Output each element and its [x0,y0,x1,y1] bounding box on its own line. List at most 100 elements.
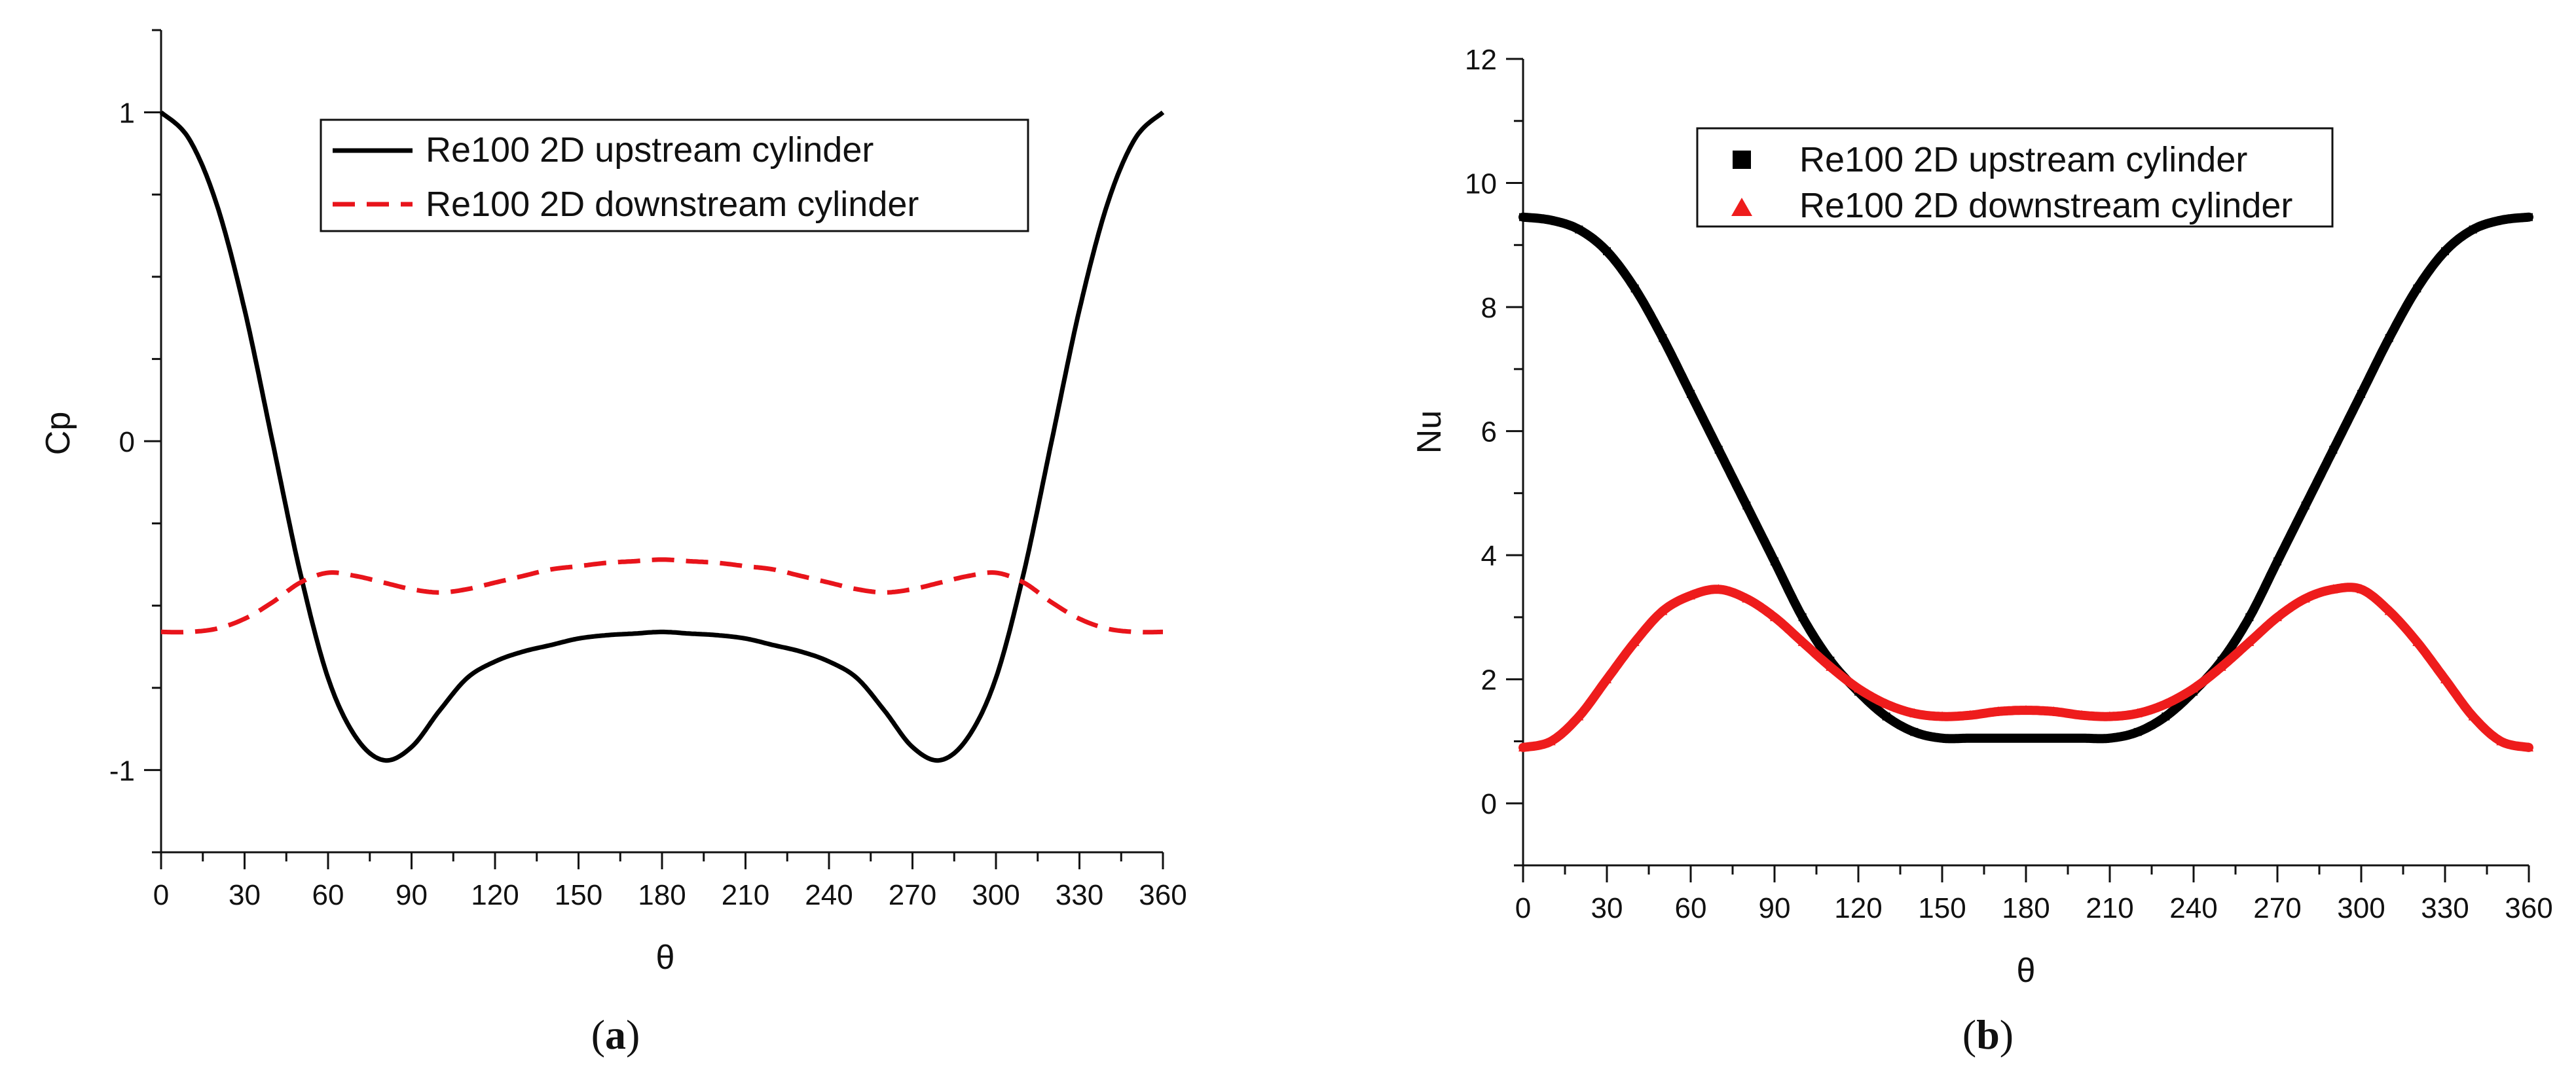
legend-box-a [320,118,1029,232]
data-point-downstream-b [1938,711,1947,721]
caption-a-letter: a [605,1011,626,1058]
y-tick-label-b: 10 [1465,168,1497,200]
x-tick-label-b: 90 [1759,892,1791,924]
data-point-upstream-b [1742,501,1751,510]
y-tick-label-b: 2 [1481,664,1497,696]
y-tick-label-b: 12 [1465,44,1497,76]
x-axis-title-a: θ [656,939,675,977]
data-point-upstream-b [1994,734,2002,742]
data-point-downstream-b [1686,590,1695,600]
data-point-upstream-b [2329,446,2338,454]
data-point-downstream-b [1574,711,1584,721]
data-point-upstream-b [2497,216,2505,225]
data-point-upstream-b [1603,247,1611,255]
chart-panel-a: 0 30 60 90 120 150 180 210 240 270 300 330 360 -1 0 1 C… [39,29,1187,1058]
data-point-upstream-b [1910,728,1919,736]
data-point-downstream-b [1546,736,1556,746]
data-point-downstream-b [1993,706,2003,715]
x-tick-label-b: 330 [2421,892,2469,924]
data-point-downstream-b [2077,710,2087,719]
data-point-downstream-b [1602,674,1611,683]
data-point-upstream-b [1938,734,1946,742]
data-point-downstream-b [1770,611,1779,621]
data-point-downstream-b [2189,683,2198,693]
data-point-downstream-b [2328,584,2338,594]
data-point-upstream-b [2050,734,2058,742]
data-point-downstream-b [1797,636,1807,646]
y-tick-label-b: 4 [1481,540,1497,572]
data-point-downstream-b [1630,636,1640,646]
x-tick-label-b: 210 [2086,892,2133,924]
data-point-upstream-b [2273,557,2281,566]
data-point-downstream-b [1742,593,1752,603]
y-tick-label-a: -1 [109,755,135,787]
x-tick-label-a: 150 [555,879,602,911]
legend-marker-upstream-b [1733,151,1751,169]
y-tick-label-b: 8 [1481,292,1497,324]
data-point-downstream-b [2384,605,2394,615]
plot-area-b: 0 30 60 90 120 150 180 210 240 270 300 330 360 0 2 4 6 8 1… [1465,44,2553,924]
x-tick-label-a: 120 [471,879,519,911]
y-axis-title-a: Cp [39,412,77,455]
data-point-downstream-b [2133,708,2143,717]
data-point-upstream-b [2022,734,2030,742]
data-point-upstream-b [1798,613,1807,621]
x-tick-label-a: 60 [312,879,344,911]
data-point-upstream-b [1882,712,1890,721]
data-point-upstream-b [1714,446,1723,454]
data-point-downstream-b [2217,661,2226,671]
data-point-downstream-b [2105,711,2114,721]
data-point-upstream-b [2301,501,2309,510]
data-point-downstream-b [2440,674,2450,683]
x-tick-label-b: 360 [2505,892,2552,924]
data-point-upstream-b [2385,334,2393,342]
y-tick-label-b: 6 [1481,416,1497,448]
data-point-upstream-b [1519,213,1527,221]
data-point-upstream-b [2106,734,2114,742]
data-point-upstream-b [1659,334,1667,342]
x-tick-label-a: 360 [1139,879,1187,911]
data-point-downstream-b [2524,742,2533,751]
data-point-upstream-b [2245,613,2254,621]
chart-panel-b: 0 30 60 90 120 150 180 210 240 270 300 330 360 0 2 4 6 8 1… [1410,44,2553,1058]
y-tick-label-a: 0 [119,426,135,458]
x-axis-title-b: θ [2017,952,2036,990]
legend-label-downstream-a: Re100 2D downstream cylinder [426,185,919,224]
data-point-downstream-b [2412,636,2422,646]
legend-marker-downstream-b [1731,198,1752,216]
caption-b-letter: b [1976,1011,2000,1058]
data-point-upstream-b [2133,728,2142,736]
caption-a: (a) [591,1011,640,1058]
data-point-downstream-b [1826,661,1835,671]
data-point-downstream-b [1714,584,1723,594]
x-tick-label-a: 210 [722,879,769,911]
data-point-downstream-b [2357,584,2366,594]
y-tick-label-a: 1 [119,98,135,130]
data-point-upstream-b [1687,389,1695,398]
x-tick-label-a: 180 [638,879,686,911]
data-point-upstream-b [1575,225,1583,234]
legend-label-downstream-b: Re100 2D downstream cylinder [1799,186,2292,225]
data-point-downstream-b [2468,711,2478,721]
x-tick-label-b: 120 [1834,892,1882,924]
data-point-upstream-b [2413,284,2421,293]
data-point-upstream-b [2162,712,2170,721]
x-tick-label-a: 240 [805,879,853,911]
caption-b: (b) [1962,1011,2014,1058]
x-tick-label-b: 0 [1515,892,1531,924]
x-tick-label-b: 270 [2253,892,2301,924]
legend-a: Re100 2D upstream cylinder Re100 2D down… [320,118,1029,232]
x-tick-label-a: 90 [396,879,428,911]
data-point-upstream-b [2357,389,2365,398]
data-point-downstream-b [1965,710,1975,719]
data-point-upstream-b [2078,734,2086,742]
legend-box-b [1696,127,2334,228]
series-line-downstream-a [160,557,1164,635]
data-point-downstream-b [2273,611,2282,621]
x-tick-label-b: 60 [1675,892,1707,924]
data-point-upstream-b [2525,213,2533,221]
data-point-downstream-b [2300,593,2310,603]
data-point-downstream-b [1909,708,1919,717]
data-point-downstream-b [1658,605,1668,615]
